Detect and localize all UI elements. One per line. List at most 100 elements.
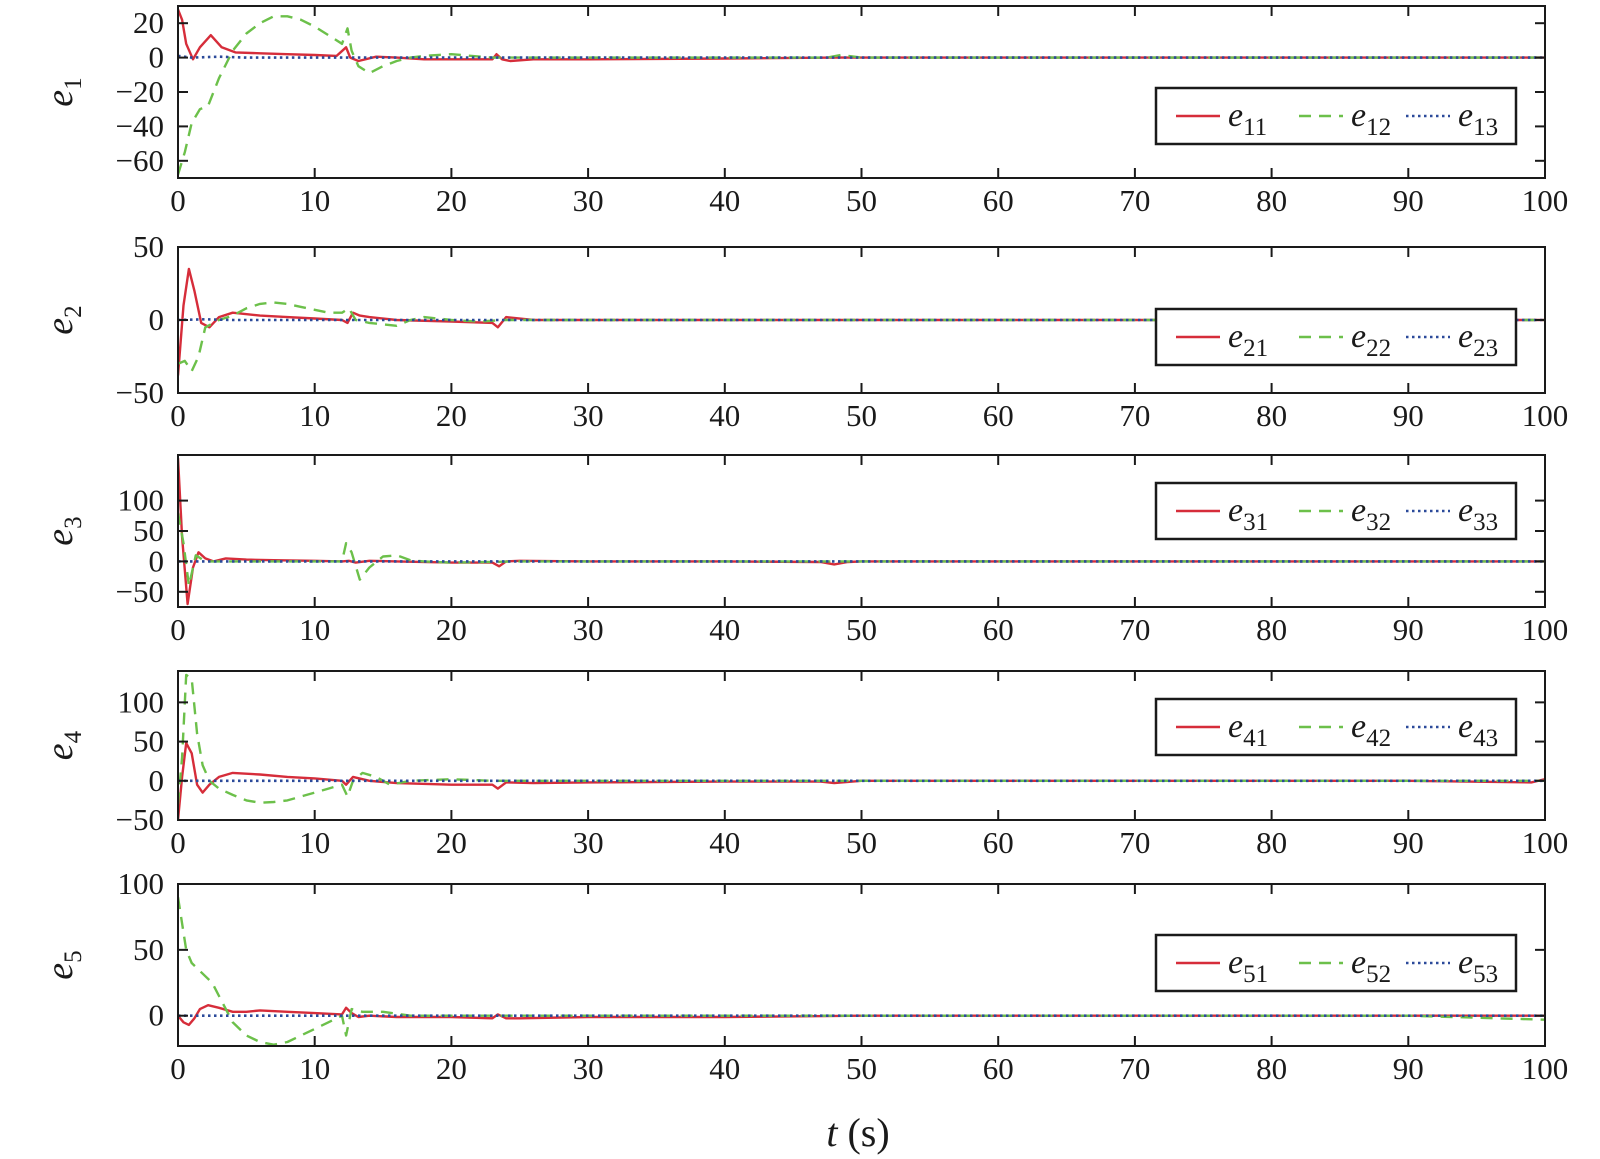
x-tick-label: 40 [709,398,740,433]
x-tick-label: 30 [573,612,604,647]
y-tick-label: 20 [133,5,164,40]
y-tick-label: −40 [116,108,164,143]
x-tick-label: 0 [170,612,186,647]
legend-label-e13: e13 [1458,97,1498,141]
x-tick-label: 50 [846,825,877,860]
y-axis-label-base: e [39,90,81,107]
x-tick-label: 40 [709,612,740,647]
panel-1-series [178,8,1545,175]
y-tick-label: 100 [118,866,165,901]
x-tick-label: 10 [299,1051,330,1086]
x-tick-label: 100 [1522,825,1569,860]
legend-label-base: e [1351,708,1366,745]
series-line-e22 [178,301,1545,373]
legend-label-base: e [1228,944,1243,981]
legend-label-subscript: 31 [1243,509,1268,536]
y-tick-label: 0 [149,998,165,1033]
legend-label-e11: e11 [1228,97,1267,141]
y-tick-label: 100 [118,684,165,719]
y-axis-label-subscript: 2 [60,305,87,318]
y-tick-label: 0 [149,302,165,337]
legend-label-e22: e22 [1351,318,1391,362]
x-tick-label: 60 [983,825,1014,860]
legend-label-base: e [1351,492,1366,529]
series-line-e52 [178,897,1545,1046]
y-tick-label: −20 [116,74,164,109]
legend-label-e41: e41 [1228,708,1268,752]
panel-2-series [178,267,1545,376]
x-tick-label: 70 [1119,1051,1150,1086]
y-tick-label: 0 [149,40,165,75]
y-tick-label: −50 [116,375,164,410]
x-tick-label: 90 [1393,398,1424,433]
y-axis-label-base: e [39,743,81,760]
legend-label-base: e [1458,492,1473,529]
legend-label-base: e [1228,318,1243,355]
legend-label-base: e [1228,97,1243,134]
legend-4: e41 e42 e43 [1154,697,1518,757]
y-axis-label-5: e5 [39,950,87,979]
legend-label-base: e [1458,944,1473,981]
x-tick-label: 50 [846,612,877,647]
x-tick-label: 80 [1256,825,1287,860]
legend-label-base: e [1458,318,1473,355]
x-tick-label: 70 [1119,825,1150,860]
x-tick-label: 90 [1393,612,1424,647]
legend-label-e31: e31 [1228,492,1268,536]
legend-2: e21 e22 e23 [1154,307,1518,367]
x-tick-label: 0 [170,398,186,433]
y-tick-label: 50 [133,724,164,759]
x-tick-label: 30 [573,825,604,860]
legend-3: e31 e32 e33 [1154,481,1518,541]
x-tick-label: 80 [1256,398,1287,433]
legend-label-e42: e42 [1351,708,1391,752]
y-axis-label-base: e [39,963,81,980]
legend-label-e23: e23 [1458,318,1498,362]
legend-label-subscript: 32 [1366,509,1391,536]
x-tick-label: 70 [1119,398,1150,433]
x-tick-label: 50 [846,1051,877,1086]
y-tick-label: 50 [133,513,164,548]
x-tick-label: 30 [573,398,604,433]
x-tick-label: 80 [1256,612,1287,647]
y-axis-label-base: e [39,318,81,335]
x-tick-label: 90 [1393,825,1424,860]
x-axis-label-unit: (s) [837,1110,889,1155]
y-tick-label: −60 [116,143,164,178]
legend-label-subscript: 52 [1366,961,1391,988]
x-tick-label: 80 [1256,1051,1287,1086]
legend-1: e11 e12 e13 [1154,86,1518,146]
legend-label-subscript: 22 [1366,335,1391,362]
x-tick-label: 40 [709,183,740,218]
x-tick-label: 60 [983,183,1014,218]
x-tick-label: 0 [170,183,186,218]
x-tick-label: 80 [1256,183,1287,218]
x-tick-label: 70 [1119,183,1150,218]
y-axis-label-subscript: 4 [60,730,87,743]
y-axis-label-1: e1 [39,77,87,106]
legend-label-subscript: 12 [1366,114,1391,141]
legend-label-subscript: 21 [1243,335,1268,362]
legend-label-subscript: 23 [1473,335,1498,362]
x-tick-label: 40 [709,825,740,860]
x-tick-label: 10 [299,825,330,860]
x-tick-label: 100 [1522,612,1569,647]
x-tick-label: 60 [983,1051,1014,1086]
y-tick-label: 50 [133,932,164,967]
legend-label-base: e [1228,492,1243,529]
legend-label-subscript: 13 [1473,114,1498,141]
x-tick-label: 20 [436,825,467,860]
x-tick-label: 20 [436,398,467,433]
series-line-e11 [178,8,1545,63]
legend-label-e12: e12 [1351,97,1391,141]
x-tick-label: 30 [573,183,604,218]
legend-label-base: e [1351,944,1366,981]
y-axis-label-3: e3 [39,516,87,545]
x-tick-label: 100 [1522,183,1569,218]
